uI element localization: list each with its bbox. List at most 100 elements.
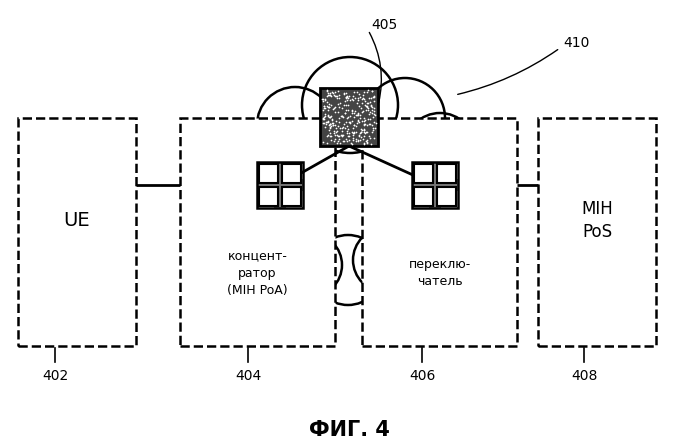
Point [358, 88, 369, 95]
Point [325, 121, 336, 128]
Point [343, 114, 354, 121]
Point [323, 122, 334, 129]
Point [321, 87, 332, 94]
Point [321, 120, 332, 127]
Circle shape [430, 152, 490, 212]
Point [343, 95, 354, 102]
Point [327, 122, 338, 129]
Point [349, 110, 360, 117]
Point [345, 118, 356, 125]
Point [349, 121, 360, 128]
Point [329, 138, 340, 145]
Point [329, 103, 340, 111]
Point [365, 121, 376, 128]
Point [343, 130, 354, 137]
Point [350, 138, 361, 145]
Bar [257, 162, 303, 208]
Bar [437, 164, 456, 183]
Point [335, 132, 346, 139]
Text: концент-
ратор
(MIH PoA): концент- ратор (MIH PoA) [227, 250, 288, 297]
Point [343, 107, 354, 114]
Point [319, 96, 330, 103]
Point [337, 123, 348, 131]
Point [333, 114, 345, 121]
Point [352, 111, 363, 118]
Point [348, 132, 359, 139]
Point [359, 121, 370, 128]
Point [367, 126, 378, 133]
Point [368, 114, 379, 121]
Text: 408: 408 [571, 369, 597, 383]
Text: 406: 406 [409, 369, 435, 383]
Point [353, 132, 364, 139]
Point [359, 132, 370, 139]
Point [349, 94, 360, 101]
Point [329, 104, 340, 111]
Circle shape [400, 215, 460, 275]
Point [319, 119, 330, 126]
Point [351, 120, 362, 127]
Point [352, 117, 363, 124]
Point [352, 109, 363, 116]
Point [366, 106, 377, 113]
Point [351, 128, 362, 135]
Point [317, 97, 329, 104]
Point [324, 121, 336, 128]
Point [355, 104, 366, 111]
Point [354, 136, 366, 143]
Point [341, 123, 352, 130]
Bar [412, 179, 458, 190]
Point [322, 90, 333, 97]
Point [319, 103, 330, 110]
Point [332, 127, 343, 135]
Circle shape [405, 113, 475, 183]
Point [331, 95, 343, 102]
Point [324, 91, 336, 98]
Bar [282, 164, 301, 183]
Point [317, 96, 328, 103]
Point [347, 97, 359, 104]
Point [359, 116, 370, 123]
Point [350, 135, 361, 143]
Point [354, 90, 365, 97]
Point [330, 135, 341, 143]
Point [349, 107, 360, 115]
Bar [414, 187, 433, 206]
Point [362, 87, 373, 94]
Point [359, 115, 370, 122]
Point [352, 110, 363, 117]
Point [319, 105, 331, 112]
Point [324, 101, 335, 108]
Point [357, 107, 368, 115]
Point [322, 103, 333, 111]
Point [368, 107, 380, 115]
Point [369, 104, 380, 111]
Point [351, 122, 362, 129]
Point [340, 110, 351, 117]
Point [324, 129, 336, 136]
Point [340, 110, 351, 117]
Point [353, 118, 364, 125]
Point [348, 122, 359, 129]
Point [359, 117, 370, 124]
Bar [414, 164, 433, 183]
Point [353, 132, 364, 139]
Point [355, 125, 366, 132]
Point [361, 103, 373, 110]
Point [342, 126, 353, 133]
Point [352, 137, 363, 144]
Point [346, 96, 357, 103]
Point [357, 136, 368, 143]
Point [363, 95, 375, 102]
Point [326, 132, 337, 139]
Point [336, 131, 347, 138]
Point [329, 91, 340, 98]
Point [365, 140, 376, 147]
Point [319, 113, 330, 120]
Point [354, 130, 366, 137]
Point [322, 133, 333, 140]
Point [340, 94, 351, 101]
Text: 405: 405 [371, 18, 397, 32]
Point [347, 118, 358, 125]
Point [319, 95, 331, 102]
